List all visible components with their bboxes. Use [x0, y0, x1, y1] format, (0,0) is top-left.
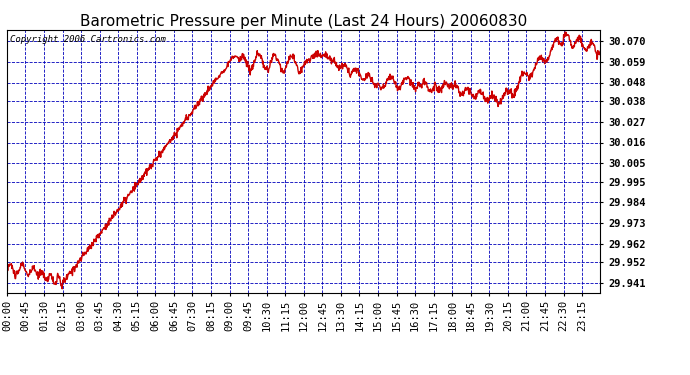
Title: Barometric Pressure per Minute (Last 24 Hours) 20060830: Barometric Pressure per Minute (Last 24 … — [80, 14, 527, 29]
Text: Copyright 2006 Cartronics.com: Copyright 2006 Cartronics.com — [10, 35, 166, 44]
